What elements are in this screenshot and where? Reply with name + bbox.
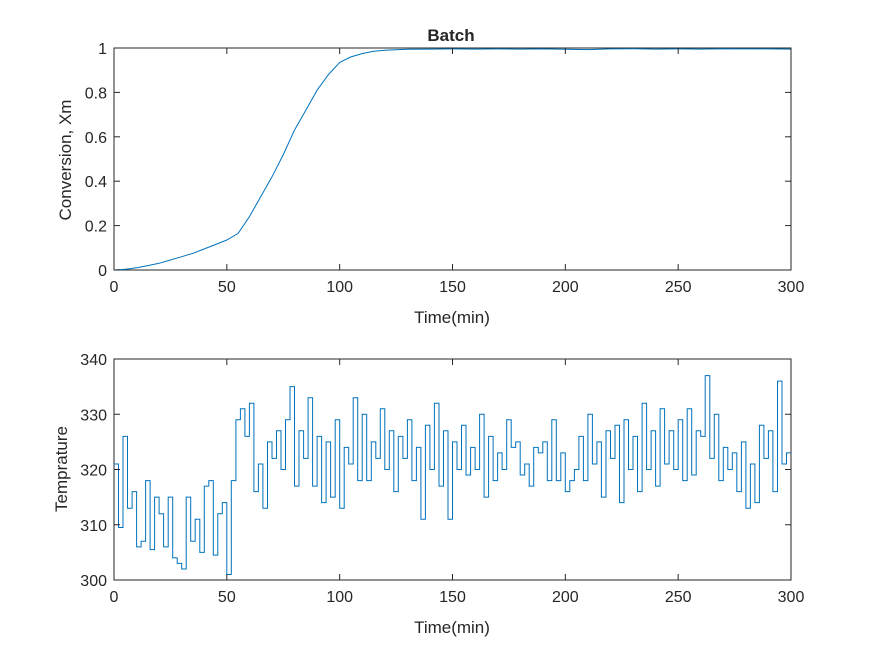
temperature-y-tick-label: 320 (80, 463, 107, 480)
temperature-y-tick-label: 330 (80, 407, 107, 424)
conversion-x-tick-label: 0 (110, 279, 119, 296)
temperature-x-tick-label: 300 (778, 589, 805, 606)
temperature-x-tick-label: 250 (665, 589, 692, 606)
conversion-y-tick-label: 1 (98, 41, 107, 58)
conversion-x-tick-label: 150 (439, 279, 466, 296)
temperature-y-tick-label: 300 (80, 573, 107, 590)
conversion-y-tick-label: 0.8 (85, 85, 107, 102)
temperature-subplot: 0 50 100 150 200 250 300 300 310 320 330 340 Time(m… (52, 352, 804, 637)
temperature-y-tick-label: 310 (80, 518, 107, 535)
temperature-x-tick-label: 150 (439, 589, 466, 606)
temperature-y-axis-label: Temprature (52, 426, 71, 512)
conversion-plot-content: 0 50 100 150 200 250 300 0 0.2 0.4 0.6 0.8 1 (85, 41, 805, 296)
temperature-x-tick-label: 50 (218, 589, 236, 606)
conversion-x-tick-label: 200 (552, 279, 579, 296)
conversion-y-tick-label: 0.6 (85, 130, 107, 147)
conversion-y-axis-label: Conversion, Xm (56, 100, 75, 221)
conversion-x-axis-label: Time(min) (414, 308, 490, 327)
conversion-x-tick-label: 50 (218, 279, 236, 296)
temperature-x-tick-label: 200 (552, 589, 579, 606)
temperature-x-tick-label: 100 (326, 589, 353, 606)
conversion-series-line (113, 48, 792, 271)
conversion-chart-title: Batch (427, 26, 474, 45)
conversion-y-tick-label: 0.2 (85, 219, 107, 236)
conversion-x-tick-label: 100 (326, 279, 353, 296)
temperature-plot-content: 0 50 100 150 200 250 300 300 310 320 330 340 (80, 352, 804, 606)
conversion-x-tick-label: 250 (665, 279, 692, 296)
temperature-series-line (114, 375, 791, 575)
temperature-x-axis-label: Time(min) (414, 618, 490, 637)
temperature-y-tick-label: 340 (80, 352, 107, 369)
conversion-y-tick-label: 0 (98, 263, 107, 280)
conversion-y-tick-label: 0.4 (85, 174, 107, 191)
temperature-x-tick-label: 0 (110, 589, 119, 606)
conversion-subplot: Batch 0 50 100 150 200 250 300 0 0.2 0.4 0.6 0.8 1 T… (56, 26, 804, 327)
conversion-x-tick-label: 300 (778, 279, 805, 296)
